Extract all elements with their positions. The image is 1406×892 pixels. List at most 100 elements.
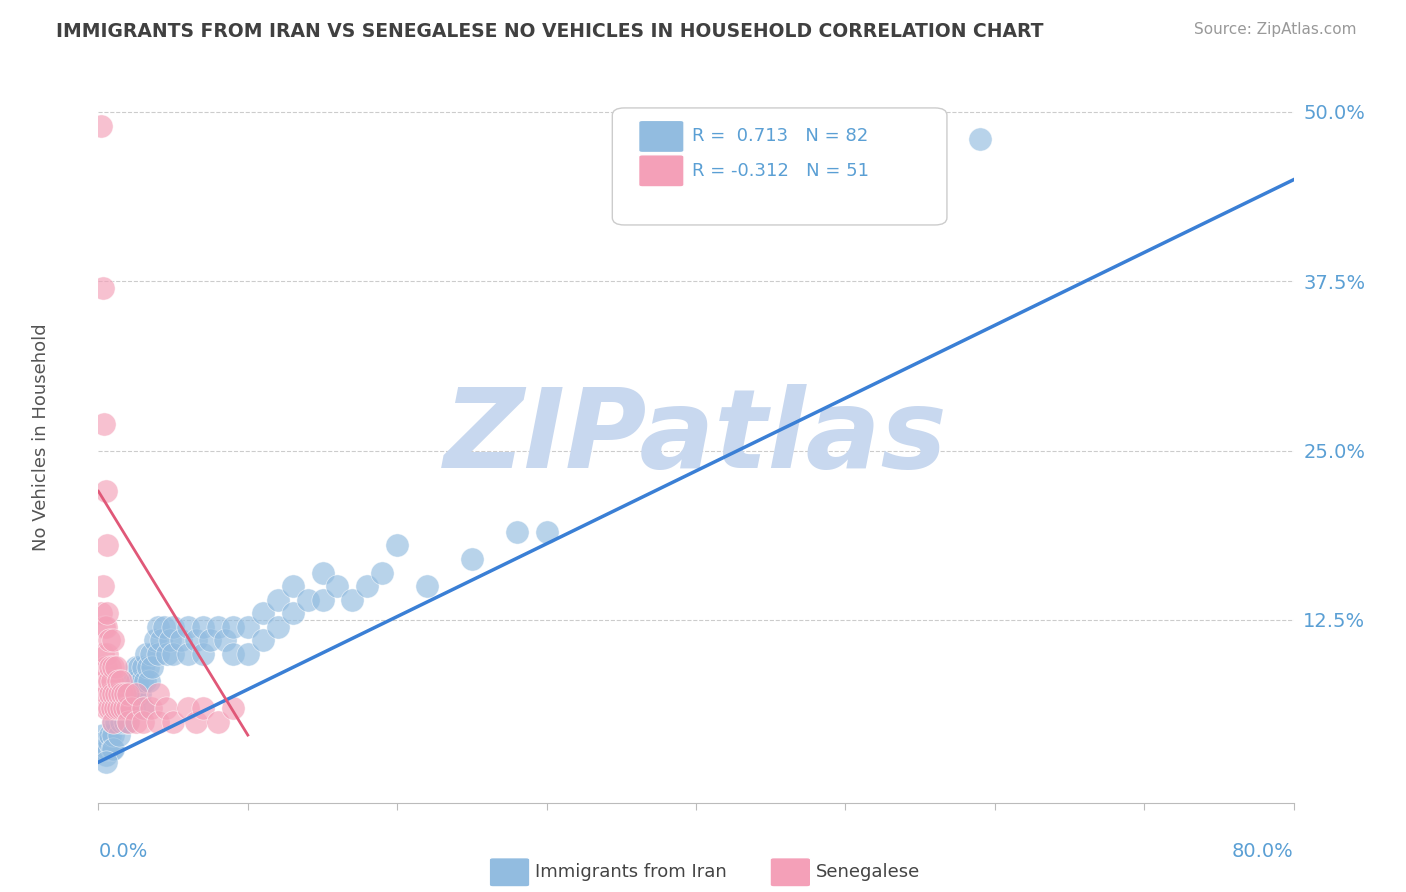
Point — [108, 728, 131, 742]
Point — [98, 728, 122, 742]
Text: No Vehicles in Household: No Vehicles in Household — [32, 323, 51, 551]
Point — [125, 688, 148, 702]
Point — [96, 688, 118, 702]
Point — [114, 714, 136, 729]
Point — [91, 647, 114, 661]
Point — [97, 735, 120, 749]
Point — [135, 647, 157, 661]
Point — [177, 647, 200, 661]
Point — [120, 701, 142, 715]
Point — [267, 620, 290, 634]
Point — [326, 579, 349, 593]
Point — [103, 741, 125, 756]
Text: 0.0%: 0.0% — [98, 842, 148, 861]
Point — [111, 688, 134, 702]
Point — [103, 688, 125, 702]
Point — [96, 538, 118, 552]
Point — [98, 688, 122, 702]
Point — [416, 579, 439, 593]
Text: Immigrants from Iran: Immigrants from Iran — [534, 863, 727, 881]
Point — [132, 660, 155, 674]
Point — [148, 620, 170, 634]
Point — [98, 660, 122, 674]
Point — [200, 633, 222, 648]
Point — [267, 592, 290, 607]
Point — [94, 660, 117, 674]
Point — [214, 633, 236, 648]
Point — [159, 633, 181, 648]
Point — [110, 714, 132, 729]
Point — [115, 701, 138, 715]
Point — [191, 620, 214, 634]
Point — [148, 647, 170, 661]
Point — [141, 660, 163, 674]
FancyBboxPatch shape — [489, 858, 530, 887]
Point — [93, 735, 115, 749]
Point — [311, 592, 333, 607]
Point — [969, 132, 991, 146]
Point — [156, 647, 179, 661]
Point — [103, 714, 125, 729]
Point — [252, 606, 274, 620]
Point — [148, 688, 170, 702]
Point — [371, 566, 394, 580]
Text: Source: ZipAtlas.com: Source: ZipAtlas.com — [1194, 22, 1357, 37]
Point — [356, 579, 378, 593]
Point — [108, 688, 131, 702]
Point — [134, 673, 156, 688]
Point — [162, 620, 184, 634]
Point — [91, 281, 114, 295]
Point — [117, 714, 139, 729]
Point — [236, 647, 259, 661]
Point — [90, 741, 112, 756]
Point — [110, 701, 132, 715]
Point — [96, 741, 118, 756]
Point — [139, 647, 162, 661]
Point — [90, 119, 112, 133]
Point — [91, 728, 114, 742]
Point — [222, 620, 245, 634]
Point — [103, 660, 125, 674]
Point — [131, 673, 153, 688]
Point — [105, 714, 128, 729]
Point — [297, 592, 319, 607]
Text: R =  0.713   N = 82: R = 0.713 N = 82 — [692, 128, 869, 145]
Point — [94, 755, 117, 769]
Point — [111, 701, 134, 715]
Point — [177, 701, 200, 715]
Text: Senegalese: Senegalese — [815, 863, 920, 881]
Point — [94, 748, 117, 763]
Point — [162, 647, 184, 661]
Point — [184, 714, 207, 729]
Point — [104, 701, 127, 715]
Point — [222, 647, 245, 661]
Point — [342, 592, 364, 607]
Text: IMMIGRANTS FROM IRAN VS SENEGALESE NO VEHICLES IN HOUSEHOLD CORRELATION CHART: IMMIGRANTS FROM IRAN VS SENEGALESE NO VE… — [56, 22, 1043, 41]
Point — [222, 701, 245, 715]
Text: 80.0%: 80.0% — [1232, 842, 1294, 861]
Point — [103, 728, 125, 742]
Point — [110, 688, 132, 702]
FancyBboxPatch shape — [770, 858, 811, 887]
Point — [536, 524, 558, 539]
Point — [236, 620, 259, 634]
Point — [128, 660, 150, 674]
Point — [121, 673, 143, 688]
Point — [252, 633, 274, 648]
Point — [93, 417, 115, 431]
Point — [107, 701, 129, 715]
Point — [139, 701, 162, 715]
Point — [115, 701, 138, 715]
Point — [97, 701, 120, 715]
Point — [114, 688, 136, 702]
Point — [207, 620, 229, 634]
Point — [107, 673, 129, 688]
Point — [136, 660, 159, 674]
Point — [90, 606, 112, 620]
Point — [125, 660, 148, 674]
Point — [207, 714, 229, 729]
Point — [155, 701, 177, 715]
Point — [105, 660, 128, 674]
Text: ZIPatlas: ZIPatlas — [444, 384, 948, 491]
Point — [281, 606, 304, 620]
